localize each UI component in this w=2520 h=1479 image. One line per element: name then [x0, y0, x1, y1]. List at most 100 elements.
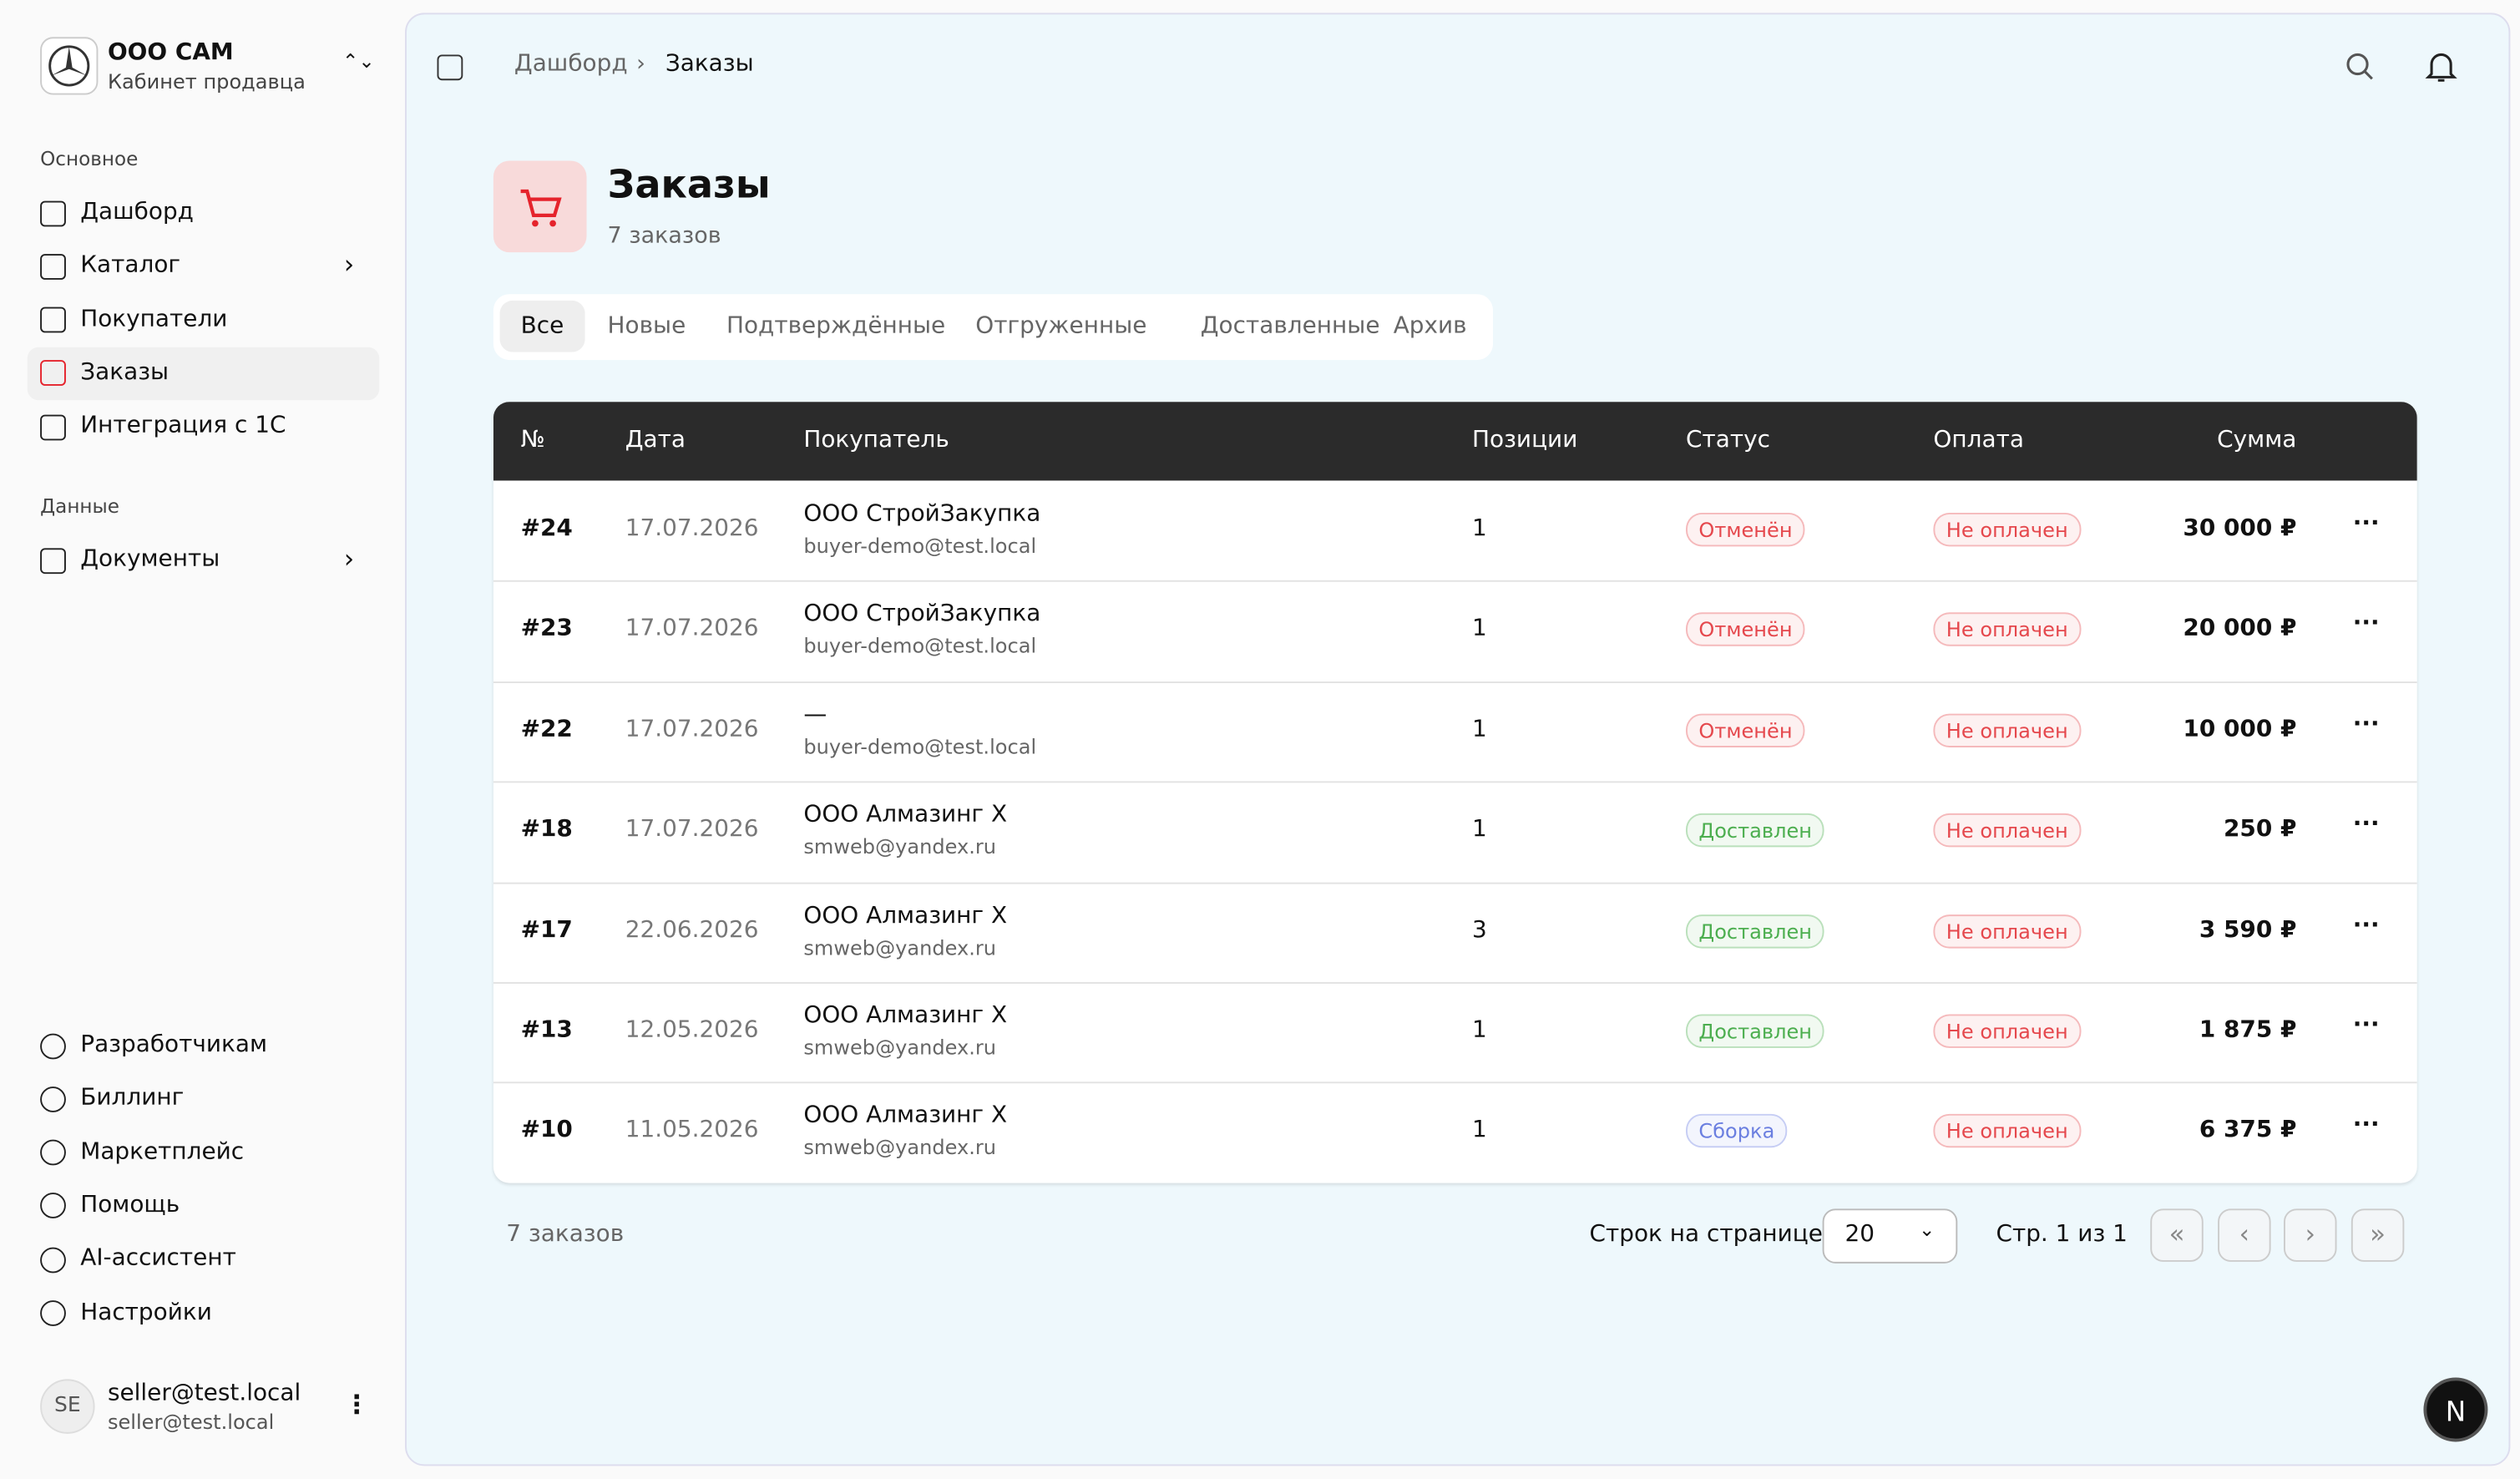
- tab[interactable]: Все: [499, 300, 585, 352]
- nav-item[interactable]: Помощь: [80, 1192, 180, 1218]
- nav-icon: [40, 1193, 66, 1219]
- nav-item[interactable]: Дашборд: [80, 199, 194, 225]
- row-menu[interactable]: ···: [2352, 812, 2380, 838]
- nav-icon: [40, 1246, 66, 1273]
- page-title: Заказы: [607, 162, 771, 208]
- order-date: 11.05.2026: [625, 1117, 759, 1144]
- status-badge: Сборка: [1686, 1114, 1788, 1148]
- order-items: 1: [1472, 1017, 1487, 1044]
- row-divider: [493, 881, 2417, 884]
- search-icon[interactable]: [2345, 52, 2376, 84]
- column-header: №: [520, 427, 545, 453]
- column-header: Позиции: [1472, 427, 1578, 453]
- nav-item[interactable]: Интеграция с 1С: [80, 413, 286, 439]
- user-menu[interactable]: ⋮: [343, 1388, 370, 1420]
- payment-badge: Не оплачен: [1933, 813, 2082, 848]
- order-number[interactable]: #10: [520, 1117, 573, 1144]
- order-number[interactable]: #22: [520, 717, 573, 742]
- order-date: 17.07.2026: [625, 817, 759, 843]
- nav-item[interactable]: Настройки: [80, 1299, 212, 1325]
- order-items: 1: [1472, 817, 1487, 843]
- nav-icon: [40, 1139, 66, 1166]
- org-name: ООО САМ: [107, 40, 234, 66]
- nav-item[interactable]: AI-ассистент: [80, 1246, 236, 1272]
- status-badge: Отменён: [1686, 713, 1805, 747]
- dev-tools-button[interactable]: N: [2423, 1377, 2488, 1442]
- order-sum: 30 000 ₽: [2183, 515, 2297, 542]
- nav-icon: [40, 413, 66, 440]
- nav-chevron[interactable]: ›: [343, 543, 355, 575]
- payment-badge: Не оплачен: [1933, 713, 2082, 747]
- nav-icon: [40, 1032, 66, 1059]
- last-page[interactable]: »: [2350, 1208, 2405, 1262]
- tab[interactable]: Доставленные: [1200, 313, 1380, 340]
- nav-chevron[interactable]: ›: [343, 249, 355, 280]
- order-items: 1: [1472, 615, 1487, 642]
- org-switch[interactable]: ⌃⌄: [342, 49, 375, 73]
- org-logo: [40, 37, 99, 95]
- table-header: [493, 402, 2417, 481]
- nav-item[interactable]: Разработчикам: [80, 1031, 268, 1058]
- row-menu[interactable]: ···: [2352, 1112, 2380, 1139]
- buyer-name: —: [803, 702, 827, 728]
- tab[interactable]: Отгруженные: [975, 313, 1147, 340]
- order-items: 1: [1472, 1117, 1487, 1144]
- tab[interactable]: Подтверждённые: [726, 313, 946, 340]
- nav-icon: [40, 360, 66, 387]
- nav-icon: [40, 1086, 66, 1112]
- sidebar-toggle[interactable]: [437, 54, 463, 81]
- row-menu[interactable]: ···: [2352, 712, 2380, 738]
- column-header: Сумма: [2217, 427, 2297, 453]
- row-menu[interactable]: ···: [2352, 611, 2380, 637]
- nav-item[interactable]: Каталог: [80, 252, 181, 279]
- payment-badge: Не оплачен: [1933, 613, 2082, 647]
- row-menu[interactable]: ···: [2352, 511, 2380, 537]
- payment-badge: Не оплачен: [1933, 1114, 2082, 1148]
- nav-item[interactable]: Биллинг: [80, 1085, 185, 1112]
- order-sum: 10 000 ₽: [2183, 717, 2297, 742]
- user-name: seller@test.local: [107, 1380, 301, 1407]
- prev-page[interactable]: ‹: [2218, 1208, 2271, 1262]
- row-menu[interactable]: ···: [2352, 1012, 2380, 1039]
- order-number[interactable]: #13: [520, 1017, 573, 1044]
- page-subtitle: 7 заказов: [607, 223, 721, 250]
- tab[interactable]: Новые: [607, 313, 686, 340]
- buyer-name: ООО СтройЗакупка: [803, 501, 1041, 528]
- rows-per-page-value: 20: [1844, 1221, 1875, 1248]
- order-date: 12.05.2026: [625, 1017, 759, 1044]
- order-number[interactable]: #24: [520, 515, 573, 542]
- order-date: 17.07.2026: [625, 717, 759, 742]
- payment-badge: Не оплачен: [1933, 914, 2082, 948]
- rows-per-page-select[interactable]: 20 ⌄: [1822, 1208, 1958, 1264]
- nav-item[interactable]: Маркетплейс: [80, 1138, 245, 1165]
- first-page[interactable]: «: [2150, 1208, 2204, 1262]
- nav-icon: [40, 253, 66, 280]
- buyer-name: ООО Алмазинг Х: [803, 1003, 1008, 1029]
- nav-icon: [40, 200, 66, 226]
- order-number[interactable]: #18: [520, 817, 573, 843]
- order-items: 1: [1472, 717, 1487, 742]
- nav-item[interactable]: Заказы: [80, 359, 170, 386]
- status-badge: Доставлен: [1686, 914, 1825, 948]
- buyer-name: ООО Алмазинг Х: [803, 902, 1008, 929]
- footer-count: 7 заказов: [506, 1221, 625, 1248]
- next-page[interactable]: ›: [2283, 1208, 2337, 1262]
- org-subtitle: Кабинет продавца: [107, 68, 306, 94]
- bell-icon[interactable]: [2423, 48, 2458, 84]
- buyer-name: ООО Алмазинг Х: [803, 802, 1008, 828]
- order-date: 17.07.2026: [625, 515, 759, 542]
- nav-icon: [40, 547, 66, 574]
- column-header: Дата: [625, 427, 686, 453]
- buyer-email: smweb@yandex.ru: [803, 834, 997, 859]
- row-menu[interactable]: ···: [2352, 912, 2380, 939]
- breadcrumb[interactable]: Дашборд: [514, 51, 628, 78]
- buyer-email: buyer-demo@test.local: [803, 634, 1037, 658]
- order-number[interactable]: #23: [520, 615, 573, 642]
- nav-item[interactable]: Документы: [80, 546, 220, 573]
- order-date: 17.07.2026: [625, 615, 759, 642]
- nav-item[interactable]: Покупатели: [80, 306, 228, 332]
- order-number[interactable]: #17: [520, 917, 573, 944]
- tab[interactable]: Архив: [1393, 313, 1467, 340]
